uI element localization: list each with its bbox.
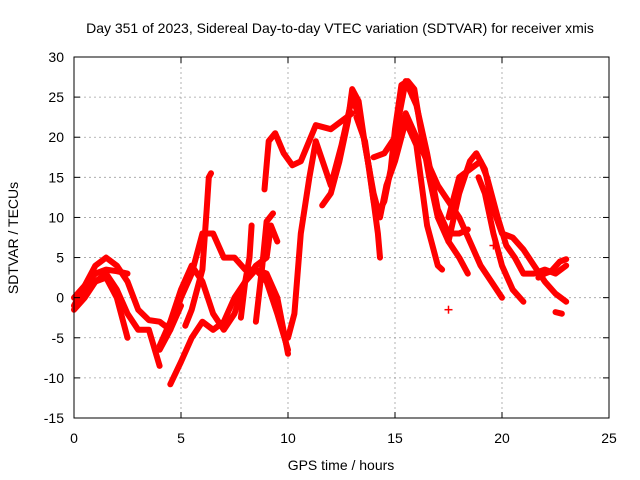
series-track-5 xyxy=(167,266,291,388)
series-track-6 xyxy=(156,222,281,349)
series-track-10 xyxy=(252,210,276,325)
series-track-11 xyxy=(261,110,356,193)
grid-lines xyxy=(74,57,609,418)
x-axis-label: GPS time / hours xyxy=(288,457,395,473)
plot-frame xyxy=(73,56,610,419)
series-track-7 xyxy=(156,230,291,353)
series-track-1 xyxy=(71,254,184,333)
x-tick-label: 10 xyxy=(280,430,296,446)
series-track-21 xyxy=(552,309,565,317)
series-track-15 xyxy=(370,78,471,237)
y-tick-label: 25 xyxy=(48,89,64,105)
series-track-8 xyxy=(182,170,214,329)
y-axis-label: SDTVAR / TECUs xyxy=(5,182,21,294)
y-tick-label: 0 xyxy=(56,290,64,306)
series-track-9 xyxy=(237,222,255,321)
series-track-4 xyxy=(77,274,131,341)
series-track-13 xyxy=(319,86,446,273)
y-tick-label: 30 xyxy=(48,49,64,65)
y-tick-label: -5 xyxy=(52,330,65,346)
x-tick-labels: 0 5 10 15 20 25 xyxy=(70,430,617,446)
y-tick-label: 20 xyxy=(48,129,64,145)
axis-ticks xyxy=(73,56,610,419)
series-track-16 xyxy=(392,110,505,301)
x-tick-label: 20 xyxy=(494,430,510,446)
series-track-18 xyxy=(445,158,570,277)
outlier-marker xyxy=(444,305,453,314)
series-track-19 xyxy=(475,174,527,305)
y-tick-label: 10 xyxy=(48,209,64,225)
x-tick-label: 5 xyxy=(177,430,185,446)
outlier-marker xyxy=(489,241,498,250)
series-track-20 xyxy=(535,256,570,281)
y-tick-label: -15 xyxy=(44,410,64,426)
y-tick-label: 5 xyxy=(56,250,64,266)
y-tick-labels: -15 -10 -5 0 5 10 15 20 25 30 xyxy=(44,49,64,426)
y-tick-label: -10 xyxy=(44,370,64,386)
series-track-3 xyxy=(71,266,131,301)
y-tick-label: 15 xyxy=(48,169,64,185)
chart-title: Day 351 of 2023, Sidereal Day-to-day VTE… xyxy=(86,20,594,36)
x-tick-label: 0 xyxy=(70,430,78,446)
x-tick-label: 25 xyxy=(601,430,617,446)
x-tick-label: 15 xyxy=(387,430,403,446)
data-series xyxy=(71,78,570,388)
